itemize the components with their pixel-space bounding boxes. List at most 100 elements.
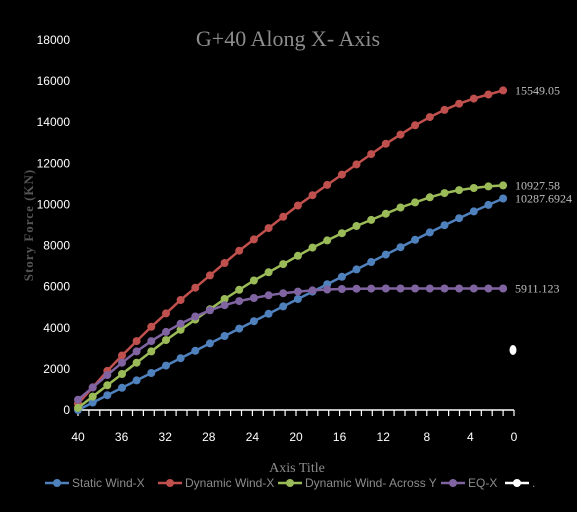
legend-swatch-marker	[53, 479, 61, 487]
data-point	[425, 193, 434, 202]
data-point	[132, 337, 141, 346]
data-label: 5911.123	[515, 281, 560, 295]
data-point	[396, 130, 405, 139]
data-point	[235, 297, 244, 306]
legend-label: Dynamic Wind- Across Y	[305, 476, 437, 490]
data-point	[264, 224, 273, 233]
data-point	[147, 369, 156, 377]
data-point	[352, 265, 361, 274]
data-point	[499, 86, 508, 95]
x-tick-label: 12	[377, 430, 391, 444]
y-tick-label: 12000	[37, 156, 71, 170]
data-point	[162, 309, 170, 318]
data-point	[147, 337, 156, 346]
data-point	[499, 284, 508, 293]
x-tick-label: 20	[289, 430, 303, 444]
stray-point	[509, 345, 517, 355]
data-point	[411, 198, 420, 207]
data-point	[264, 291, 273, 300]
data-point	[367, 150, 376, 159]
data-point	[352, 284, 361, 293]
x-tick-label: 0	[511, 430, 518, 444]
data-point	[469, 94, 478, 103]
data-point	[499, 194, 508, 203]
data-point	[455, 186, 464, 195]
legend-item: .	[505, 476, 535, 490]
data-point	[88, 392, 97, 401]
data-point	[264, 309, 273, 318]
chart-title: G+40 Along X- Axis	[196, 26, 380, 51]
data-point	[103, 381, 112, 390]
data-point	[499, 181, 508, 190]
data-point	[381, 139, 390, 148]
legend-label: EQ-X	[468, 476, 497, 490]
legend-swatch-marker	[286, 479, 294, 487]
series-group	[74, 86, 517, 414]
legend-swatch-marker	[513, 479, 521, 487]
data-point	[235, 324, 244, 333]
data-point	[308, 191, 317, 200]
data-point	[191, 283, 200, 292]
data-point	[396, 284, 405, 293]
data-label: 15549.05	[515, 83, 560, 97]
data-point	[484, 182, 493, 191]
data-point	[337, 285, 346, 293]
data-point	[323, 236, 332, 245]
data-point	[455, 284, 464, 293]
data-point	[205, 271, 214, 280]
data-point	[381, 250, 390, 259]
data-point	[103, 391, 112, 400]
data-point	[118, 370, 126, 378]
y-tick-label: 4000	[43, 321, 70, 335]
x-tick-label: 4	[467, 430, 474, 444]
data-point	[235, 246, 244, 255]
data-point	[308, 243, 317, 252]
data-point	[249, 317, 258, 326]
x-tick-label: 16	[333, 430, 347, 444]
legend-label: Dynamic Wind-X	[185, 476, 274, 490]
data-point	[455, 99, 464, 108]
data-point	[176, 354, 185, 363]
legend-item: Dynamic Wind-X	[158, 476, 274, 490]
data-point	[191, 346, 200, 355]
data-point	[74, 403, 82, 412]
data-point	[118, 383, 126, 392]
data-point	[425, 284, 434, 293]
data-labels: 10287.6924 15549.05 10927.58 5911.123	[515, 83, 572, 295]
data-point	[396, 203, 405, 212]
data-point	[293, 295, 302, 303]
data-point	[205, 306, 214, 315]
data-point	[279, 212, 288, 221]
series-eq-x	[74, 284, 508, 404]
data-point	[469, 207, 478, 216]
data-point	[455, 214, 464, 223]
data-point	[132, 347, 141, 356]
data-point	[352, 160, 361, 169]
data-point	[308, 286, 317, 295]
legend-swatch-marker	[449, 479, 457, 487]
data-point	[425, 228, 434, 237]
data-point	[74, 395, 82, 404]
x-tick-label: 24	[246, 430, 260, 444]
data-point	[440, 189, 449, 198]
data-point	[411, 284, 420, 293]
x-tick-label: 36	[115, 430, 129, 444]
data-point	[132, 358, 141, 367]
data-point	[367, 284, 376, 293]
data-point	[293, 201, 302, 210]
data-point	[88, 398, 97, 407]
data-point	[337, 272, 346, 281]
x-tick-label: 40	[71, 430, 85, 444]
y-tick-label: 10000	[37, 197, 71, 211]
data-point	[147, 322, 156, 331]
data-point	[249, 276, 258, 285]
data-point	[337, 170, 346, 179]
data-point	[162, 336, 170, 345]
data-point	[220, 295, 229, 303]
data-point	[103, 371, 112, 380]
data-point	[484, 200, 493, 209]
data-label: 10927.58	[515, 178, 560, 192]
data-point	[381, 284, 390, 293]
